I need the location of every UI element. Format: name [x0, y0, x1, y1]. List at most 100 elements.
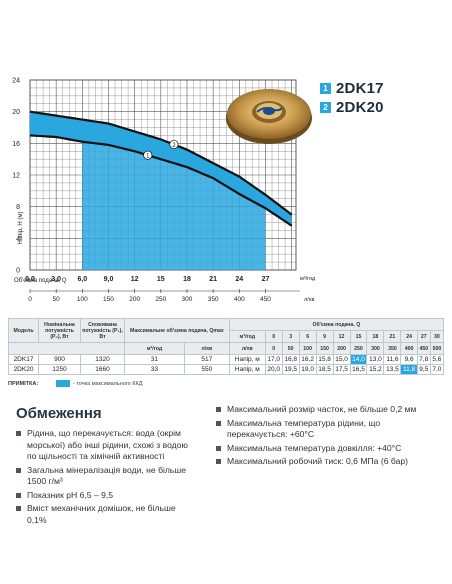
table-cell: 16,8	[281, 354, 300, 365]
x-tick-label-m3h: 6,0	[77, 276, 87, 283]
restriction-item: Максимальний робочий тиск: 0,6 МПа (6 ба…	[216, 456, 440, 468]
x-tick-label-m3h: 27	[262, 276, 270, 283]
efficiency-zone	[30, 111, 292, 270]
th-flow-m3h: 3	[281, 330, 300, 343]
th-flow-m3h: 6	[298, 330, 317, 343]
bullet-icon	[216, 407, 221, 412]
bullet-icon	[16, 467, 21, 473]
y-tick-label: 16	[12, 141, 20, 148]
efficiency-zone-fill	[82, 119, 266, 270]
curve-marker-label: 1	[146, 154, 150, 160]
th-flow-lmin: 350	[383, 342, 402, 355]
table-cell: 13,0	[366, 354, 385, 365]
restriction-text: Загальна мінералізація води, не більше 1…	[27, 464, 187, 487]
x-tick-label-lmin: 300	[182, 296, 193, 303]
x-tick-label-lmin: 450	[260, 296, 271, 303]
table-row: 2DK17 900 1320 31 517 Напір, м 17,0 16,8 16,2 15,…	[8, 354, 445, 365]
table-cell: 7,0	[429, 364, 445, 375]
table-cell: 1250	[38, 364, 81, 375]
table-cell: 15,2	[366, 364, 385, 375]
restriction-text: Вміст механічних домішок, не більше 0,1%	[27, 503, 176, 525]
th-flow-lmin: 500	[429, 342, 445, 355]
table-cell: 9,6	[400, 354, 418, 365]
th-flow-m3h: 18	[366, 330, 385, 343]
th-flow-lmin: 250	[349, 342, 368, 355]
restriction-item: Максимальна температура довкілля: +40°С	[216, 443, 440, 455]
table-cell: Напір, м	[228, 364, 266, 375]
th-flow-lmin: 50	[281, 342, 300, 355]
legend-number: 1	[320, 82, 331, 94]
x-tick-label-lmin: 50	[53, 296, 61, 303]
x-axis-label: Об'ємна подача, Q	[14, 278, 67, 284]
th-flow-lmin: 100	[298, 342, 317, 355]
x-tick-label-lmin: 150	[103, 296, 114, 303]
th-flow-lmin: 0	[264, 342, 283, 355]
th-unit-lmin: л/хв	[228, 342, 266, 355]
table-cell: 900	[38, 354, 81, 365]
x-unit-m3h: м³/год	[300, 276, 316, 282]
curve-marker-label: 2	[172, 143, 176, 149]
x-tick-label-lmin: 400	[234, 296, 245, 303]
th-flow-lmin: 150	[315, 342, 334, 355]
th-flow-m3h: 9	[315, 330, 334, 343]
table-cell: 18,5	[315, 364, 334, 375]
y-tick-label: 24	[12, 78, 20, 85]
restriction-item: Показник рН 6,5 – 9,5	[16, 490, 196, 502]
th-flow: Об'ємна подача, Q	[228, 318, 445, 331]
table-cell: 15,0	[332, 354, 351, 365]
table-cell: 31	[124, 354, 185, 365]
x-tick-label-lmin: 100	[77, 296, 88, 303]
restriction-text: Максимальна температура рідини, що перек…	[227, 417, 381, 440]
restriction-item: Вміст механічних домішок, не більше 0,1%	[16, 503, 196, 526]
curve-marker-1	[143, 150, 153, 160]
y-tick-label: 12	[12, 173, 20, 180]
restriction-text: Показник рН 6,5 – 9,5	[27, 489, 114, 500]
x-tick-label-m3h: 15	[157, 276, 165, 283]
th-flow-lmin: 400	[400, 342, 418, 355]
x-tick-label-m3h: 24	[235, 276, 243, 283]
x-tick-label-lmin: 350	[208, 296, 219, 303]
bullet-icon	[16, 506, 21, 511]
table-cell: 15,8	[315, 354, 334, 365]
performance-curves: 12	[29, 110, 293, 227]
table-cell: 16,2	[298, 354, 317, 365]
table-cell: 5,6	[429, 354, 445, 365]
note-label: ПРИМІТКА:	[8, 380, 39, 387]
legend-number: 2	[320, 101, 331, 113]
restriction-item: Максимальний розмір часток, не більше 0,…	[216, 404, 440, 416]
curve-1	[29, 134, 293, 227]
x-tick-label-m3h: 21	[209, 276, 217, 283]
table-cell: 16,5	[349, 364, 368, 375]
table-cell: 9,5	[416, 364, 431, 375]
table-cell: Напір, м	[228, 354, 266, 365]
th-flow-m3h: 27	[416, 330, 431, 343]
x-unit-lmin: л/хв	[304, 297, 314, 303]
note-swatch	[56, 380, 70, 387]
th-flow-m3h: 30	[429, 330, 445, 343]
th-p1: Споживана потужність (Р₁), Вт	[80, 318, 125, 343]
bullet-icon	[216, 459, 221, 464]
table-cell: 11,6	[383, 354, 402, 365]
table-cell: 19,0	[298, 364, 317, 375]
table-cell: 517	[183, 354, 230, 365]
restriction-item: Максимальна температура рідини, що перек…	[216, 418, 440, 441]
x-tick-label-lmin: 200	[129, 296, 140, 303]
note: ПРИМІТКА: - точка максимального ККД	[8, 380, 142, 387]
x-tick-label-m3h: 0,0	[25, 276, 35, 283]
th-flow-m3h: 15	[349, 330, 368, 343]
bullet-icon	[216, 420, 221, 426]
table-cell: 13,5	[383, 364, 402, 375]
bullet-icon	[16, 492, 21, 498]
restriction-text: Максимальний робочий тиск: 0,6 МПа (6 ба…	[227, 456, 409, 466]
y-tick-label: 4	[16, 236, 20, 243]
bullet-icon	[216, 445, 221, 451]
legend-item-1: 1 2DK17	[320, 80, 384, 97]
th-flow-lmin: 450	[416, 342, 431, 355]
th-qmax-lmin: л/хв	[183, 342, 230, 355]
table-cell: 2DK17	[8, 354, 39, 365]
spec-table: Модель Номінальна потужність (Р₂), Вт Сп…	[8, 318, 445, 375]
chart-legend: 1 2DK17 2 2DK20	[320, 72, 452, 172]
th-flow-m3h: 0	[264, 330, 283, 343]
curve-marker-2	[169, 139, 179, 150]
